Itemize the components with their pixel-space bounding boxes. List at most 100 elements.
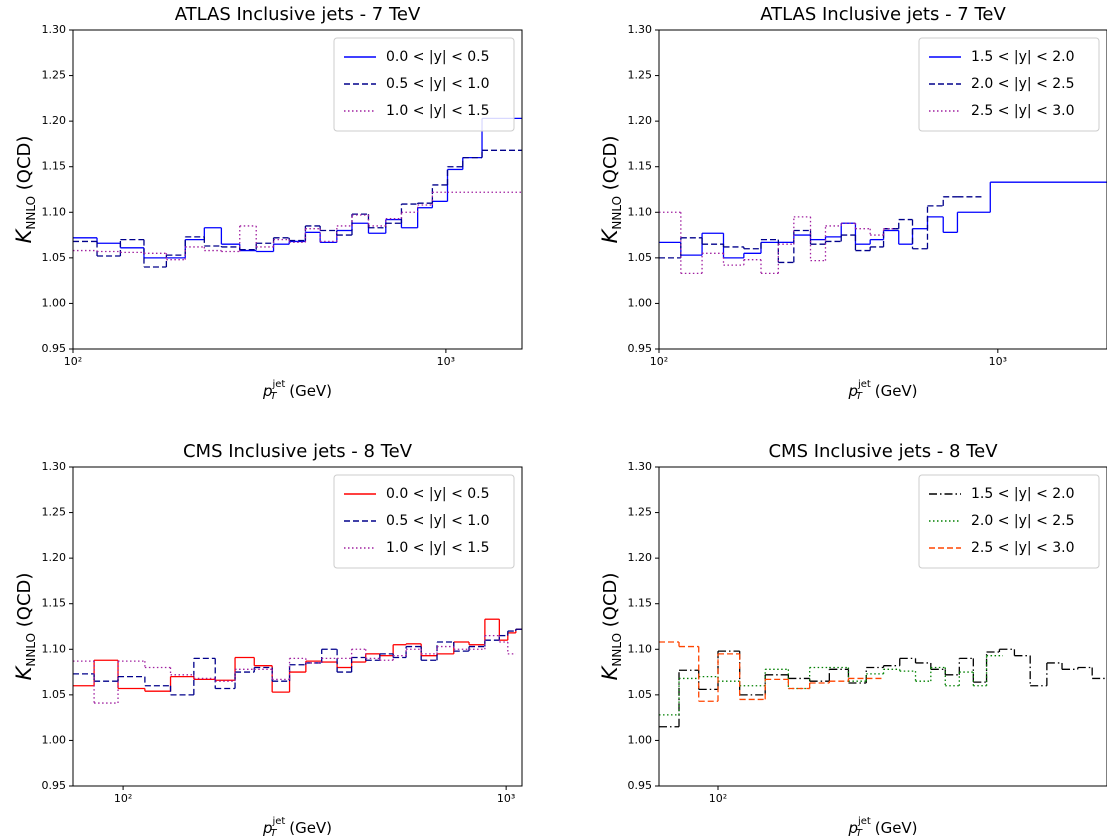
x-axis-label: pjet T (GeV) bbox=[847, 816, 917, 838]
legend-label: 2.5 < |y| < 3.0 bbox=[971, 103, 1075, 119]
y-tick-label: 0.95 bbox=[628, 779, 653, 792]
legend-label: 2.5 < |y| < 3.0 bbox=[971, 540, 1075, 556]
x-axis-label: pjet T (GeV) bbox=[262, 379, 332, 402]
plot-frame bbox=[72, 466, 523, 787]
y-label-sub: NNLO bbox=[610, 633, 624, 667]
x-label-sup: jet bbox=[857, 379, 871, 390]
x-tick-label: 10³ bbox=[437, 355, 455, 368]
y-tick-label: 1.10 bbox=[42, 205, 67, 218]
y-label-main: K bbox=[12, 664, 36, 680]
x-tick-label: 10² bbox=[650, 355, 668, 368]
y-tick-label: 1.00 bbox=[42, 296, 67, 309]
x-label-sup: jet bbox=[271, 816, 285, 827]
y-tick-label: 1.15 bbox=[42, 597, 67, 610]
legend-box bbox=[333, 474, 515, 569]
plot-area bbox=[73, 618, 522, 704]
legend: 0.0 < |y| < 0.5 0.5 < |y| < 1.0 1.0 < |y| … bbox=[333, 474, 515, 569]
chart-title: CMS Inclusive jets - 8 TeV bbox=[183, 441, 413, 462]
y-tick-label: 1.05 bbox=[628, 688, 653, 701]
legend: 1.5 < |y| < 2.0 2.0 < |y| < 2.5 2.5 < |y| … bbox=[918, 474, 1100, 569]
panel: CMS Inclusive jets - 8 TeV 0.95 1.00 1.05 1.… bbox=[598, 441, 1107, 838]
x-label-main: p bbox=[262, 819, 273, 837]
legend-label: 1.5 < |y| < 2.0 bbox=[971, 49, 1075, 65]
y-label-sub: NNLO bbox=[24, 196, 38, 230]
y-tick-label: 1.30 bbox=[628, 460, 653, 473]
x-axis-label: pjet T (GeV) bbox=[847, 379, 917, 402]
y-tick-label: 1.20 bbox=[628, 114, 653, 127]
x-label-main: p bbox=[847, 382, 858, 400]
legend-label: 0.5 < |y| < 1.0 bbox=[386, 76, 490, 92]
plot-frame bbox=[72, 29, 523, 350]
x-label-unit: (GeV) bbox=[870, 819, 918, 837]
legend: 1.5 < |y| < 2.0 2.0 < |y| < 2.5 2.5 < |y| … bbox=[918, 37, 1100, 132]
legend-label: 1.0 < |y| < 1.5 bbox=[386, 540, 490, 556]
y-label-rest: (QCD) bbox=[600, 573, 621, 633]
legend-box bbox=[333, 37, 515, 132]
legend: 0.0 < |y| < 0.5 0.5 < |y| < 1.0 1.0 < |y| … bbox=[333, 37, 515, 132]
plot-area bbox=[73, 117, 522, 268]
legend-label: 1.5 < |y| < 2.0 bbox=[971, 486, 1075, 502]
y-axis-label: KNNLO (QCD) bbox=[12, 136, 38, 244]
y-tick-label: 1.15 bbox=[628, 160, 653, 173]
legend-label: 0.0 < |y| < 0.5 bbox=[386, 49, 490, 65]
y-tick-label: 1.25 bbox=[42, 506, 67, 519]
x-label-main: p bbox=[847, 819, 858, 837]
y-tick-label: 1.30 bbox=[42, 460, 67, 473]
plot-frame bbox=[658, 29, 1107, 350]
y-label-sub: NNLO bbox=[24, 633, 38, 667]
y-axis-label: KNNLO (QCD) bbox=[598, 573, 624, 681]
y-tick-label: 1.20 bbox=[628, 551, 653, 564]
y-tick-label: 1.15 bbox=[42, 160, 67, 173]
y-tick-label: 1.05 bbox=[42, 251, 67, 264]
x-tick-label: 10³ bbox=[989, 355, 1007, 368]
x-label-sub: T bbox=[856, 391, 863, 402]
legend-label: 0.5 < |y| < 1.0 bbox=[386, 513, 490, 529]
x-label-sub: T bbox=[270, 828, 277, 838]
y-tick-label: 1.00 bbox=[628, 296, 653, 309]
panel: CMS Inclusive jets - 8 TeV 0.95 1.00 1.05 1.… bbox=[12, 441, 523, 838]
y-tick-label: 1.00 bbox=[628, 733, 653, 746]
y-tick-label: 1.20 bbox=[42, 114, 67, 127]
y-label-main: K bbox=[12, 227, 36, 243]
chart-title: ATLAS Inclusive jets - 7 TeV bbox=[175, 4, 421, 25]
panel: ATLAS Inclusive jets - 7 TeV 0.95 1.00 1.05… bbox=[12, 4, 523, 402]
y-axis-label: KNNLO (QCD) bbox=[12, 573, 38, 681]
y-label-rest: (QCD) bbox=[14, 136, 35, 196]
y-tick-label: 1.30 bbox=[42, 23, 67, 36]
plot-frame bbox=[658, 466, 1107, 787]
x-tick-label: 10² bbox=[709, 792, 727, 805]
plot-area bbox=[659, 641, 1107, 728]
legend-label: 1.0 < |y| < 1.5 bbox=[386, 103, 490, 119]
x-label-sup: jet bbox=[857, 816, 871, 827]
y-label-main: K bbox=[598, 664, 622, 680]
x-label-unit: (GeV) bbox=[870, 382, 918, 400]
x-axis-label: pjet T (GeV) bbox=[262, 816, 332, 838]
x-label-sup: jet bbox=[271, 379, 285, 390]
chart-title: ATLAS Inclusive jets - 7 TeV bbox=[760, 4, 1006, 25]
y-tick-label: 1.25 bbox=[628, 69, 653, 82]
y-tick-label: 1.10 bbox=[42, 642, 67, 655]
y-tick-label: 1.15 bbox=[628, 597, 653, 610]
x-label-sub: T bbox=[270, 391, 277, 402]
x-label-main: p bbox=[262, 382, 273, 400]
y-tick-label: 1.05 bbox=[628, 251, 653, 264]
y-label-rest: (QCD) bbox=[600, 136, 621, 196]
x-tick-label: 10³ bbox=[497, 792, 515, 805]
legend-box bbox=[918, 37, 1100, 132]
legend-label: 2.0 < |y| < 2.5 bbox=[971, 513, 1075, 529]
y-tick-label: 1.05 bbox=[42, 688, 67, 701]
y-tick-label: 1.25 bbox=[628, 506, 653, 519]
y-tick-label: 0.95 bbox=[628, 342, 653, 355]
x-label-sub: T bbox=[856, 828, 863, 838]
legend-box bbox=[918, 474, 1100, 569]
chart-title: CMS Inclusive jets - 8 TeV bbox=[768, 441, 998, 462]
y-tick-label: 1.30 bbox=[628, 23, 653, 36]
y-label-rest: (QCD) bbox=[14, 573, 35, 633]
y-tick-label: 1.00 bbox=[42, 733, 67, 746]
legend-label: 2.0 < |y| < 2.5 bbox=[971, 76, 1075, 92]
y-label-sub: NNLO bbox=[610, 196, 624, 230]
y-tick-label: 0.95 bbox=[42, 779, 67, 792]
y-tick-label: 0.95 bbox=[42, 342, 67, 355]
y-tick-label: 1.25 bbox=[42, 69, 67, 82]
